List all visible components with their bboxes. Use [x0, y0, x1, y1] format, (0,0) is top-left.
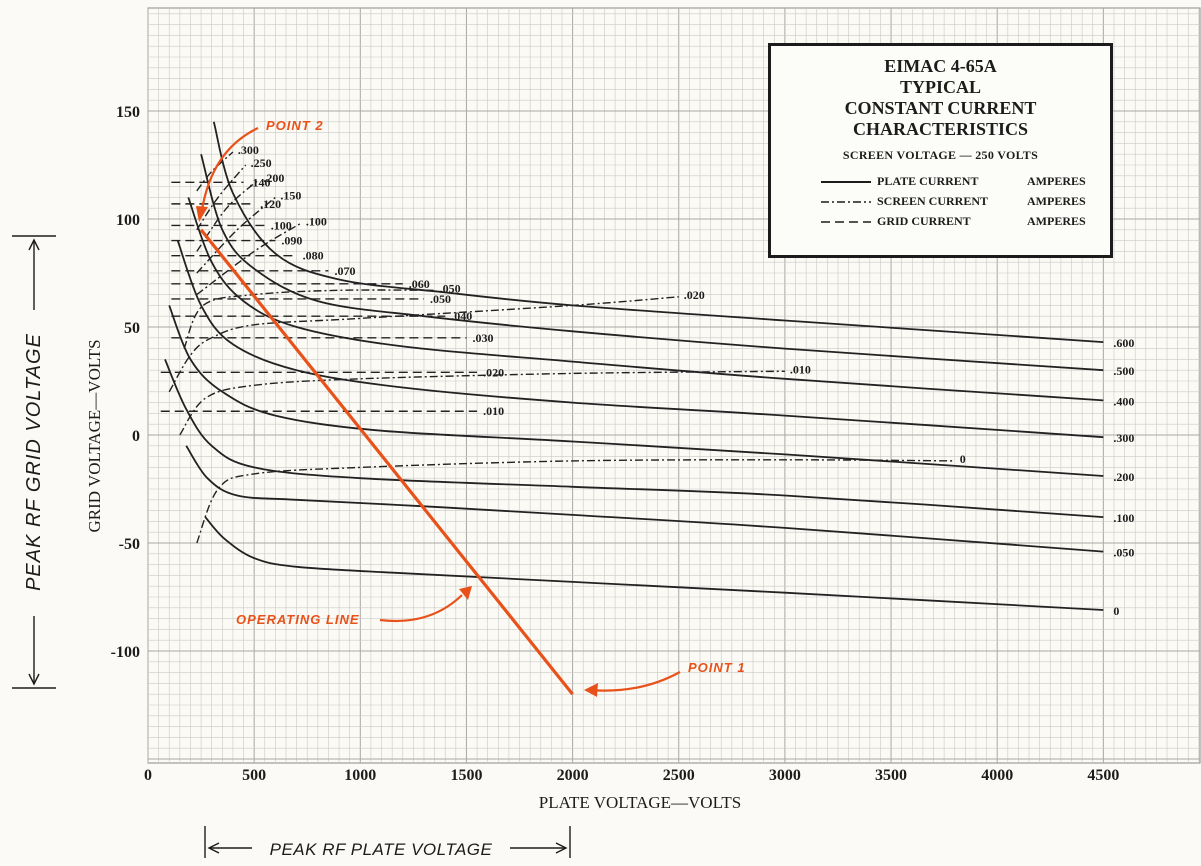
peak-rf-grid-voltage-label: PEAK RF GRID VOLTAGE [23, 333, 45, 591]
grid-current-label: .090 [281, 234, 302, 248]
x-tick-label: 2500 [663, 767, 695, 784]
peak-rf-grid-voltage-marker [12, 235, 56, 689]
x-tick-label: 3500 [875, 767, 907, 784]
plate-current-label: .300 [1113, 431, 1134, 445]
plate-current-label: .200 [1113, 470, 1134, 484]
plate-current-curve [164, 359, 1104, 518]
legend-box: EIMAC 4-65A TYPICAL CONSTANT CURRENT CHA… [768, 43, 1113, 258]
plate-current-curve [204, 516, 1104, 611]
operating-line-layer [199, 228, 574, 696]
plate-current-label: .100 [1113, 511, 1134, 525]
grid-current-label: .050 [430, 292, 451, 306]
x-axis-title: PLATE VOLTAGE—VOLTS [539, 793, 742, 812]
plate-current-curve [185, 445, 1104, 553]
legend-label-screen: SCREEN CURRENT [877, 194, 989, 208]
point-1-arrow [589, 671, 681, 692]
x-tick-label: 4500 [1087, 767, 1119, 784]
operating-line [199, 228, 574, 696]
screen-current-curve [196, 222, 302, 296]
grid-current-label: .020 [483, 365, 504, 379]
x-tick-label: 3000 [769, 767, 801, 784]
y-axis-title: GRID VOLTAGE—VOLTS [85, 339, 104, 532]
screen-current-label: .020 [684, 288, 705, 302]
axis-ticks: 0 500 1000 1500 2000 2500 3000 3500 4000 45001501… [111, 104, 1120, 784]
screen-current-curve [196, 459, 955, 544]
legend-unit-screen: AMPERES [1027, 194, 1086, 208]
x-tick-label: 4000 [981, 767, 1013, 784]
legend-subtitle: SCREEN VOLTAGE — 250 VOLTS [842, 148, 1039, 162]
legend-entry-grid: GRID CURRENT AMPERES [771, 211, 1110, 231]
y-tick-label: 0 [132, 428, 140, 445]
plate-current-curve [168, 305, 1104, 477]
y-tick-label: 50 [124, 320, 140, 337]
legend-entry-screen: SCREEN CURRENT AMPERES [771, 191, 1110, 211]
dashed-line-swatch [821, 221, 871, 223]
plate-current-curves [164, 121, 1104, 611]
solid-line-swatch [821, 181, 871, 183]
screen-current-label: .200 [263, 171, 284, 185]
plate-current-curve [200, 153, 1104, 372]
grid-current-label: .060 [409, 277, 430, 291]
screen-current-label: .300 [238, 143, 259, 157]
screen-current-curve [196, 151, 234, 192]
screen-current-label: .150 [280, 188, 301, 202]
legend-unit-grid: AMPERES [1027, 214, 1086, 228]
plate-current-label: 0 [1113, 604, 1119, 618]
plate-current-label: .600 [1113, 336, 1134, 350]
legend-title-line-1: EIMAC 4-65A [884, 56, 997, 76]
screen-current-label: .100 [306, 214, 327, 228]
screen-current-curve [183, 289, 435, 349]
x-tick-label: 1000 [344, 767, 376, 784]
operating-line-arrowhead [459, 586, 472, 600]
point-2-annotation: POINT 2 [266, 118, 324, 133]
grid-current-label: .040 [451, 309, 472, 323]
screen-current-label: .050 [440, 281, 461, 295]
dash-dot-line-swatch [821, 201, 871, 203]
screen-current-curve [196, 196, 276, 274]
plate-current-label: .500 [1113, 364, 1134, 378]
legend-title-line-2: TYPICAL [899, 77, 981, 97]
y-tick-label: -50 [119, 536, 140, 553]
legend-label-plate: PLATE CURRENT [877, 174, 979, 188]
curve-labels: .140.120.100.090.080.070.060.050.040.030… [238, 143, 1134, 618]
grid-current-label: .030 [472, 331, 493, 345]
grid-current-label: .010 [483, 404, 504, 418]
grid-current-label: .140 [250, 175, 271, 189]
x-tick-label: 0 [144, 767, 152, 784]
screen-current-label: .250 [251, 156, 272, 170]
grid-current-label: .070 [334, 264, 355, 278]
grid-current-label: .080 [303, 249, 324, 263]
plate-current-label: .400 [1113, 394, 1134, 408]
legend-unit-plate: AMPERES [1027, 174, 1086, 188]
legend-label-grid: GRID CURRENT [877, 214, 971, 228]
y-tick-label: 100 [116, 212, 140, 229]
plate-current-curve [212, 121, 1104, 343]
operating-line-annotation: OPERATING LINE [236, 612, 360, 627]
legend-title-line-4: CHARACTERISTICS [852, 119, 1029, 139]
point-1-arrowhead [584, 683, 598, 697]
plate-current-curve [187, 197, 1104, 402]
grid-current-label: .120 [260, 197, 281, 211]
point-2-arrow [200, 127, 259, 211]
point-1-annotation: POINT 1 [688, 660, 746, 675]
peak-rf-plate-voltage-label: PEAK RF PLATE VOLTAGE [270, 840, 493, 859]
screen-current-label: 0 [960, 452, 966, 466]
x-tick-label: 1500 [450, 767, 482, 784]
y-tick-label: -100 [111, 644, 140, 661]
legend-entry-plate: PLATE CURRENT AMPERES [771, 171, 1110, 191]
x-tick-label: 2000 [557, 767, 589, 784]
x-tick-label: 500 [242, 767, 266, 784]
y-tick-label: 150 [116, 104, 140, 121]
screen-current-curve [196, 164, 247, 231]
plate-current-curve [176, 240, 1104, 439]
legend-title-line-3: CONSTANT CURRENT [844, 98, 1037, 118]
annotation-arrows [196, 127, 681, 697]
grid-current-label: .100 [271, 218, 292, 232]
point-2-arrowhead [196, 206, 208, 222]
screen-current-label: .010 [790, 362, 811, 376]
operating-line-arrow [379, 594, 463, 623]
peak-rf-plate-voltage-marker [204, 826, 571, 858]
plate-current-label: .050 [1113, 546, 1134, 560]
